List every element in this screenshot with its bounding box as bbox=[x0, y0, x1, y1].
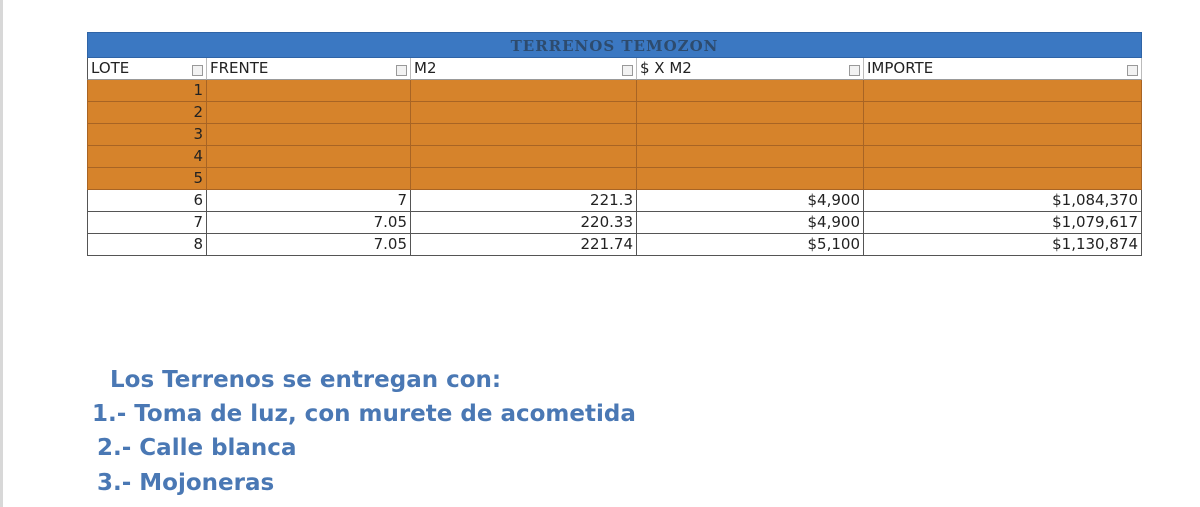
table-row: 3 bbox=[87, 124, 1142, 146]
header-row: LOTE FRENTE M2 $ X M2 IMPORTE bbox=[87, 58, 1142, 80]
table-cell bbox=[207, 124, 411, 146]
table-cell: $4,900 bbox=[637, 212, 864, 234]
table-cell bbox=[411, 102, 637, 124]
table-cell: $1,130,874 bbox=[864, 234, 1142, 256]
header-cell[interactable]: FRENTE bbox=[207, 58, 411, 80]
header-cell[interactable]: $ X M2 bbox=[637, 58, 864, 80]
table-row: 7 7.05 220.33 $4,900 $1,079,617 bbox=[87, 212, 1142, 234]
note-item: 3.- Mojoneras bbox=[97, 470, 275, 496]
table-cell bbox=[207, 146, 411, 168]
header-cell[interactable]: LOTE bbox=[87, 58, 207, 80]
table-cell: 8 bbox=[87, 234, 207, 256]
table-cell: 7 bbox=[87, 212, 207, 234]
table-cell: $1,079,617 bbox=[864, 212, 1142, 234]
table-cell: 3 bbox=[87, 124, 207, 146]
table-cell: 5 bbox=[87, 168, 207, 190]
table-cell bbox=[411, 146, 637, 168]
table-cell: 4 bbox=[87, 146, 207, 168]
header-cell[interactable]: M2 bbox=[411, 58, 637, 80]
table-cell bbox=[637, 146, 864, 168]
table-cell bbox=[411, 168, 637, 190]
table-cell bbox=[864, 168, 1142, 190]
table-cell: 7 bbox=[207, 190, 411, 212]
table-row: 1 bbox=[87, 80, 1142, 102]
table-cell bbox=[637, 124, 864, 146]
table-cell: 7.05 bbox=[207, 212, 411, 234]
table-cell: 2 bbox=[87, 102, 207, 124]
table-cell bbox=[864, 80, 1142, 102]
table-row: 8 7.05 221.74 $5,100 $1,130,874 bbox=[87, 234, 1142, 256]
table-row: 2 bbox=[87, 102, 1142, 124]
header-cell[interactable]: IMPORTE bbox=[864, 58, 1142, 80]
table-cell bbox=[637, 168, 864, 190]
window-edge bbox=[0, 0, 3, 507]
table-row: 4 bbox=[87, 146, 1142, 168]
table-cell bbox=[864, 146, 1142, 168]
table-cell: $1,084,370 bbox=[864, 190, 1142, 212]
table-title: TERRENOS TEMOZON bbox=[87, 32, 1142, 58]
table-cell: 7.05 bbox=[207, 234, 411, 256]
table-row: 5 bbox=[87, 168, 1142, 190]
table-cell bbox=[637, 80, 864, 102]
table-cell: 220.33 bbox=[411, 212, 637, 234]
table-cell: 6 bbox=[87, 190, 207, 212]
table-cell bbox=[207, 168, 411, 190]
table-cell: $5,100 bbox=[637, 234, 864, 256]
table-cell bbox=[637, 102, 864, 124]
table-cell bbox=[864, 124, 1142, 146]
table-cell: $4,900 bbox=[637, 190, 864, 212]
spreadsheet-table: TERRENOS TEMOZON LOTE FRENTE M2 $ X M2 IMPOR… bbox=[87, 32, 1142, 256]
table-cell: 221.3 bbox=[411, 190, 637, 212]
table-cell bbox=[411, 80, 637, 102]
note-item: 2.- Calle blanca bbox=[97, 435, 297, 461]
table-row: 6 7 221.3 $4,900 $1,084,370 bbox=[87, 190, 1142, 212]
note-item: 1.- Toma de luz, con murete de acometida bbox=[92, 401, 636, 427]
notes-heading: Los Terrenos se entregan con: bbox=[110, 367, 502, 393]
table-cell bbox=[207, 102, 411, 124]
table-cell: 221.74 bbox=[411, 234, 637, 256]
table-cell bbox=[207, 80, 411, 102]
table-cell bbox=[864, 102, 1142, 124]
table-cell bbox=[411, 124, 637, 146]
table-cell: 1 bbox=[87, 80, 207, 102]
